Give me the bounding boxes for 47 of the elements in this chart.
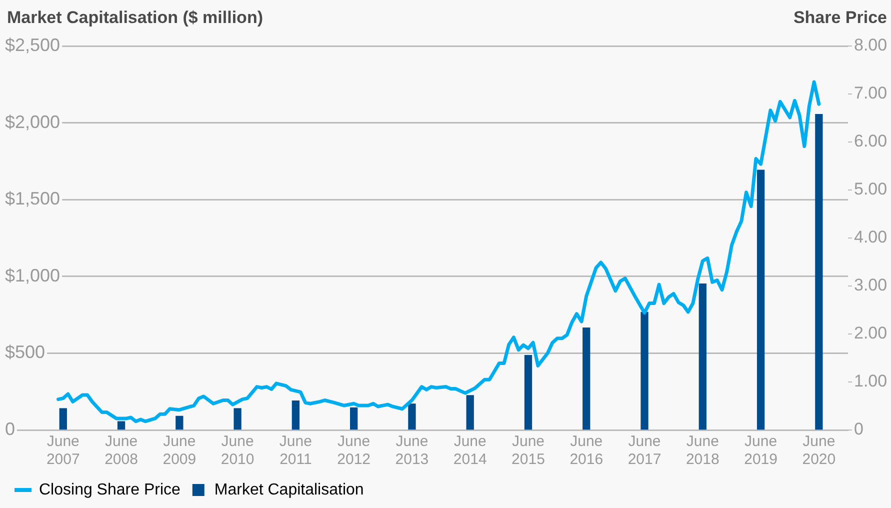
x-tick-label: June 2018 (686, 433, 720, 468)
y-tick-label: $1,500 (5, 188, 60, 209)
bar (292, 400, 300, 430)
bar (815, 114, 823, 430)
bar (466, 395, 474, 430)
bar (350, 407, 358, 430)
bar (176, 416, 184, 430)
y2-tick-label: 3.00 (854, 276, 888, 295)
y-tick-label: 0 (5, 418, 16, 439)
y2-axis-title: Share Price (793, 8, 887, 28)
bar (640, 312, 648, 430)
y-tick-label: $500 (5, 342, 46, 362)
y2-tick-label: 2.00 (854, 324, 888, 343)
legend-label: Market Capitalisation (214, 481, 364, 498)
bar (698, 283, 706, 430)
y-tick-label: $2,000 (5, 112, 60, 132)
y2-tick-label: 7.00 (854, 84, 888, 103)
bar (234, 408, 242, 430)
y2-tick-label: 6.00 (854, 132, 888, 151)
x-tick-label: June 2019 (744, 433, 778, 468)
y-tick-label: $1,000 (5, 265, 60, 286)
bar (408, 404, 416, 430)
x-tick-label: June 2020 (802, 433, 836, 468)
y-tick-label: $2,500 (5, 34, 60, 55)
x-tick-label: June 2008 (104, 433, 138, 468)
x-tick-label: June 2012 (337, 433, 371, 468)
x-tick-label: June 2015 (512, 433, 545, 468)
y2-tick-label: 5.00 (854, 180, 888, 199)
x-tick-label: June 2011 (279, 433, 312, 468)
x-tick-label: June 2014 (453, 433, 487, 468)
x-tick-label: June 2013 (395, 433, 429, 468)
y2-tick-label: 1.00 (854, 372, 888, 391)
x-tick-label: June 2009 (162, 433, 196, 468)
x-tick-label: June 2017 (628, 433, 662, 468)
bar (582, 328, 590, 430)
bar (117, 421, 126, 430)
x-tick-label: June 2010 (220, 433, 254, 468)
y2-tick-label: 4.00 (854, 228, 888, 247)
bar (524, 355, 532, 430)
bar (756, 170, 765, 430)
y2-tick-label: 8.00 (854, 36, 888, 55)
y-axis-title: Market Capitalisation ($ million) (7, 8, 263, 28)
bar (59, 408, 67, 430)
y2-tick-label: 0 (854, 420, 864, 439)
legend-label: Closing Share Price (39, 481, 180, 498)
x-tick-label: June 2016 (570, 433, 604, 468)
x-tick-label: June 2007 (46, 433, 80, 468)
